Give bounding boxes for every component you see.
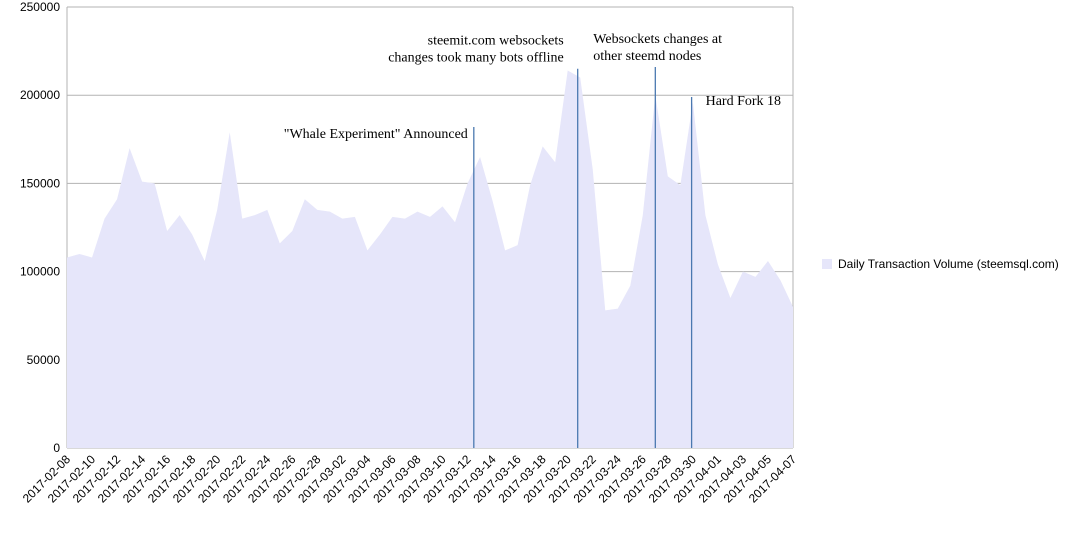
y-tick-label: 50000 [27,353,61,367]
y-tick-label: 100000 [20,265,60,279]
legend-swatch [822,259,832,269]
y-tick-label: 250000 [20,0,60,14]
annotation-text: changes took many bots offline [388,51,564,66]
annotation-text: other steemd nodes [593,49,701,64]
legend-label: Daily Transaction Volume (steemsql.com) [838,257,1059,271]
annotation-text: Websockets changes at [593,32,722,47]
y-tick-label: 150000 [20,176,60,190]
annotation-text: "Whale Experiment" Announced [284,127,468,142]
y-tick-label: 200000 [20,88,60,102]
y-tick-label: 0 [53,441,60,455]
annotation-text: steemit.com websockets [428,34,564,49]
annotation-text: Hard Fork 18 [706,94,781,109]
area [67,70,793,448]
